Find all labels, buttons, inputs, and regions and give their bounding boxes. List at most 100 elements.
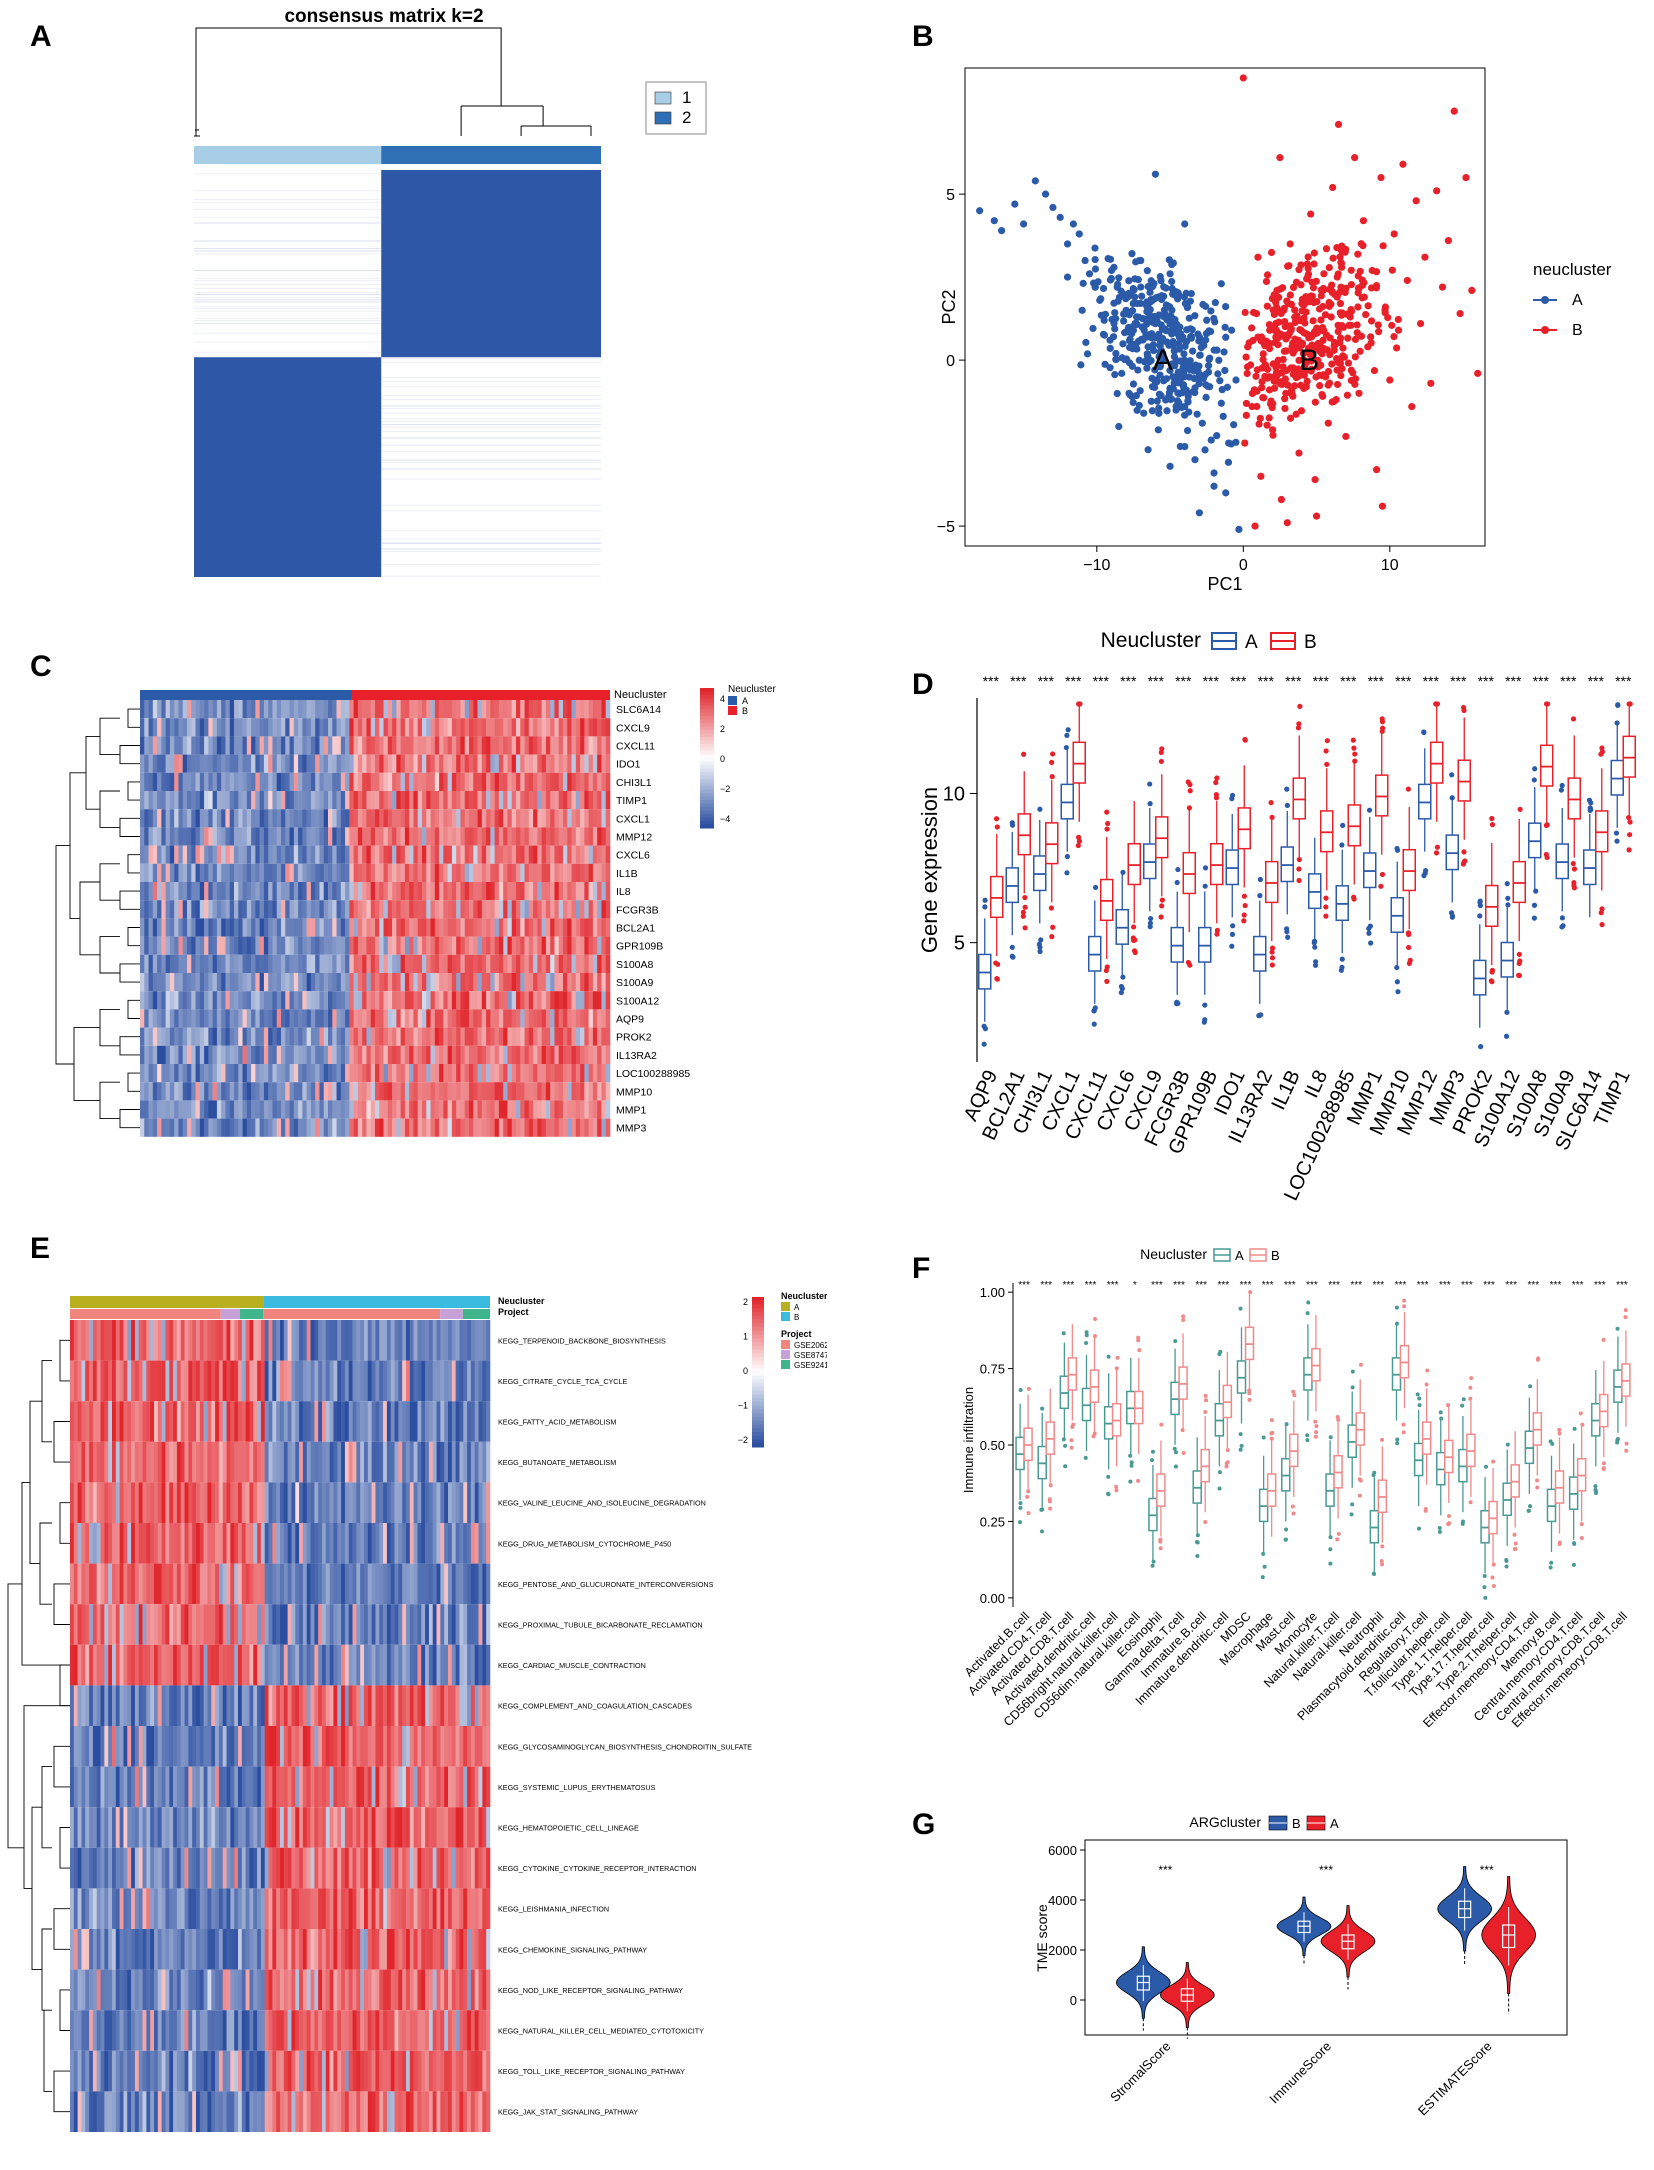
heatmap-cell [328, 991, 333, 1010]
heatmap-cell [289, 882, 295, 901]
heatmap-cell [345, 1009, 350, 1028]
heatmap-cell [85, 1563, 90, 1605]
heatmap-cell [571, 1064, 577, 1083]
heatmap-cell [554, 809, 560, 828]
data-point [1265, 386, 1274, 394]
heatmap-cell [336, 1082, 342, 1101]
heatmap-cell [238, 1523, 243, 1564]
heatmap-cell [123, 1441, 128, 1483]
outlier-point [994, 975, 1000, 982]
heatmap-cell [460, 772, 466, 791]
heatmap-cell [447, 1027, 453, 1046]
heatmap-cell [157, 1563, 162, 1605]
data-point [1351, 335, 1360, 343]
heatmap-cell [451, 1482, 456, 1523]
heatmap-cell [148, 882, 154, 901]
heatmap-cell [123, 1604, 128, 1645]
data-point [1106, 364, 1114, 372]
heatmap-cell [477, 718, 483, 737]
heatmap-cell [494, 1064, 500, 1083]
heatmap-cell [349, 1064, 354, 1083]
x-axis-label: PC1 [1207, 574, 1242, 594]
heatmap-cell [127, 1320, 132, 1361]
heatmap-cell [115, 1441, 120, 1483]
heatmap-cell [400, 791, 406, 810]
heatmap-cell [306, 845, 312, 864]
heatmap-cell [417, 791, 423, 810]
heatmap-cell [221, 754, 226, 773]
heatmap-cell [169, 1100, 175, 1119]
heatmap-cell [187, 700, 192, 719]
heatmap-cell [208, 809, 213, 828]
heatmap-cell [490, 936, 495, 955]
heatmap-cell [260, 1523, 266, 1564]
heatmap-cell [306, 1482, 311, 1523]
heatmap-cell [255, 918, 260, 937]
heatmap-cell [81, 1360, 86, 1402]
box [1512, 860, 1526, 904]
heatmap-cell [293, 882, 299, 901]
heatmap-cell [464, 772, 470, 791]
heatmap-cell [541, 827, 547, 846]
heatmap-cell [422, 1118, 427, 1137]
heatmap-cell [409, 736, 414, 755]
heatmap-cell [567, 936, 572, 955]
heatmap-cell [494, 900, 500, 919]
heatmap-cell [336, 936, 342, 955]
row-dendrogram [7, 1339, 70, 2113]
heatmap-cell [533, 736, 538, 755]
heatmap-cell [357, 1045, 363, 1064]
heatmap-cell [215, 1441, 220, 1483]
scale-segment [700, 817, 714, 822]
heatmap-cell [337, 1360, 342, 1402]
heatmap-cell [157, 1401, 162, 1442]
heatmap-cell [318, 1320, 323, 1361]
heatmap-cell [387, 754, 393, 773]
heatmap-cell [174, 736, 179, 755]
heatmap-cell [490, 973, 495, 992]
data-point [1319, 302, 1327, 311]
outlier-point [1269, 962, 1275, 968]
heatmap-cell [511, 1045, 517, 1064]
heatmap-cell [315, 1009, 320, 1028]
heatmap-cell [138, 1360, 143, 1402]
heatmap-cell [157, 954, 162, 973]
heatmap-cell [108, 1360, 113, 1402]
heatmap-cell [182, 791, 188, 810]
heatmap-cell [123, 1482, 128, 1523]
heatmap-cell [100, 1320, 105, 1361]
heatmap-cell [460, 700, 466, 719]
outlier-point [1213, 779, 1219, 786]
heatmap-cell [554, 918, 560, 937]
data-point [1347, 281, 1356, 289]
data-point [1367, 333, 1375, 341]
heatmap-cell [285, 845, 290, 864]
heatmap-cell [148, 991, 154, 1010]
heatmap-cell [246, 1027, 252, 1046]
heatmap-cell [108, 1482, 113, 1523]
heatmap-cell [302, 882, 307, 901]
heatmap-cell [251, 754, 256, 773]
heatmap-cell [323, 936, 329, 955]
data-point [1242, 411, 1250, 419]
heatmap-cell [379, 1441, 384, 1483]
outlier-point [1065, 727, 1071, 733]
heatmap-cell [221, 863, 226, 882]
heatmap-cell [563, 954, 568, 973]
heatmap-cell [328, 772, 333, 791]
heatmap-cell [70, 1441, 75, 1483]
heatmap-cell [426, 700, 431, 719]
data-point [1358, 281, 1367, 289]
heatmap-cell [575, 900, 581, 919]
heatmap-cell [494, 791, 500, 810]
heatmap-cell [165, 754, 171, 773]
heatmap-cell [443, 754, 448, 773]
heatmap-cell [588, 845, 594, 864]
heatmap-cell [428, 1320, 434, 1361]
heatmap-cell [422, 700, 427, 719]
significance-label: *** [1560, 673, 1577, 689]
heatmap-cell [281, 936, 286, 955]
heatmap-cell [184, 1523, 189, 1564]
heatmap-cell [234, 736, 239, 755]
heatmap-cell [511, 718, 517, 737]
